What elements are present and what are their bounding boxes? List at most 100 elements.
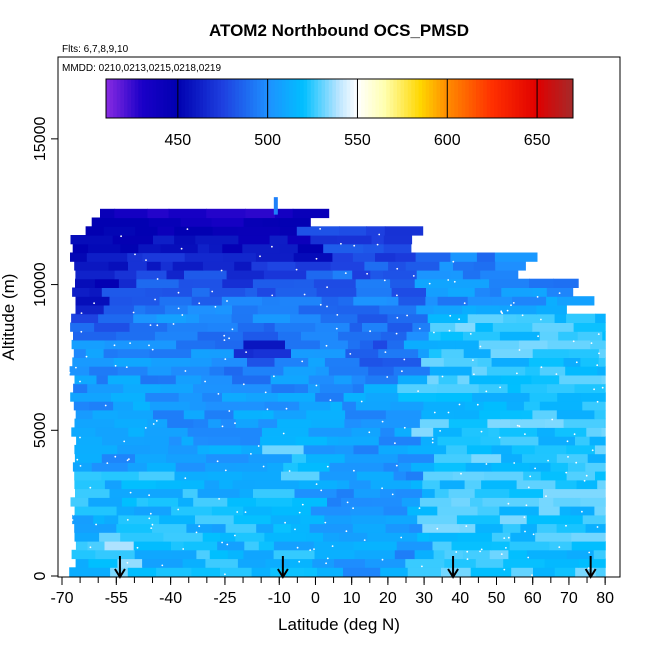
colorbar-segment bbox=[228, 79, 233, 118]
heatmap-cell bbox=[563, 418, 606, 428]
heatmap-cell bbox=[401, 497, 421, 507]
sample-dot bbox=[264, 391, 267, 394]
heatmap-cell bbox=[253, 488, 296, 498]
sample-dot bbox=[324, 521, 327, 524]
x-axis: -70 -55 -40 -25 -10 0 10 20 30 40 50 60 70 80 bbox=[50, 577, 614, 607]
heatmap-cell bbox=[383, 243, 412, 254]
sample-dot bbox=[315, 384, 318, 387]
heatmap-cell bbox=[273, 541, 315, 551]
sample-dot bbox=[396, 316, 399, 319]
heatmap-cell bbox=[555, 479, 578, 490]
colorbar-segment bbox=[461, 79, 466, 118]
heatmap-cell bbox=[338, 436, 380, 446]
colorbar-segment bbox=[504, 79, 509, 118]
colorbar-segment bbox=[274, 79, 279, 118]
sample-dot bbox=[527, 556, 530, 559]
colorbar-segment bbox=[170, 79, 175, 118]
heatmap-cell bbox=[191, 296, 223, 306]
heatmap-cell bbox=[217, 541, 245, 551]
heatmap-cell bbox=[337, 305, 380, 315]
sample-dot bbox=[439, 430, 441, 432]
heatmap-cell bbox=[178, 278, 194, 288]
heatmap-cell bbox=[444, 558, 477, 568]
colorbar-segment bbox=[361, 79, 366, 118]
heatmap-cell bbox=[326, 436, 339, 446]
heatmap-cell bbox=[320, 313, 358, 323]
colorbar-segment bbox=[188, 79, 193, 118]
heatmap-cell bbox=[109, 488, 149, 498]
heatmap-cell bbox=[434, 488, 450, 498]
colorbar-segment bbox=[206, 79, 211, 118]
colorbar-segment bbox=[501, 79, 506, 118]
sample-dot bbox=[368, 431, 371, 434]
sample-dot bbox=[180, 247, 183, 250]
heatmap-cell bbox=[220, 567, 253, 577]
colorbar-segment bbox=[389, 79, 394, 118]
heatmap-cell bbox=[71, 339, 106, 350]
sample-dot bbox=[68, 371, 71, 374]
heatmap-cell bbox=[568, 348, 600, 358]
heatmap-cell bbox=[167, 322, 209, 332]
heatmap-cell bbox=[273, 197, 278, 215]
colorbar: 450 500 550 600 650 bbox=[105, 78, 574, 149]
heatmap-cell bbox=[472, 392, 502, 402]
heatmap-cell bbox=[265, 558, 291, 568]
heatmap-cell bbox=[386, 296, 400, 306]
heatmap-cell bbox=[267, 261, 297, 271]
heatmap-cell bbox=[422, 523, 461, 533]
heatmap-cell bbox=[383, 462, 400, 472]
heatmap-cell bbox=[154, 331, 199, 341]
sample-dot bbox=[294, 528, 296, 531]
colorbar-segment bbox=[289, 79, 294, 118]
heatmap-cell bbox=[363, 243, 385, 254]
heatmap-cell bbox=[192, 287, 211, 297]
heatmap-cell bbox=[75, 541, 88, 551]
heatmap-cell bbox=[397, 374, 428, 385]
heatmap-cell bbox=[484, 471, 524, 481]
heatmap-cell bbox=[151, 357, 191, 367]
heatmap-cell bbox=[462, 305, 477, 315]
heatmap-cell bbox=[136, 270, 168, 280]
sample-dot bbox=[345, 530, 348, 533]
heatmap-cell bbox=[313, 541, 355, 551]
heatmap-cell bbox=[520, 383, 548, 393]
heatmap-cell bbox=[174, 226, 214, 236]
heatmap-cell bbox=[403, 339, 439, 350]
heatmap-cell bbox=[482, 497, 508, 507]
heatmap-cell bbox=[206, 453, 250, 463]
heatmap-cell bbox=[433, 305, 463, 315]
sample-dot bbox=[360, 400, 363, 403]
heatmap-cell bbox=[262, 444, 305, 455]
heatmap-cell bbox=[306, 409, 346, 420]
heatmap-cell bbox=[168, 208, 207, 219]
heatmap-cell bbox=[353, 296, 388, 306]
heatmap-cell bbox=[156, 567, 193, 577]
colorbar-segment bbox=[314, 79, 319, 118]
heatmap-cell bbox=[258, 418, 278, 428]
heatmap-cell bbox=[104, 479, 122, 490]
heatmap-cell bbox=[153, 541, 172, 551]
heatmap-cell bbox=[489, 278, 530, 288]
heatmap-cell bbox=[535, 532, 572, 542]
heatmap-cell bbox=[525, 366, 541, 376]
heatmap-cell bbox=[248, 453, 293, 463]
heatmap-cell bbox=[486, 366, 526, 376]
heatmap-cell bbox=[197, 331, 226, 341]
heatmap-cell bbox=[246, 392, 279, 402]
heatmap-cell bbox=[219, 479, 234, 490]
heatmap-cell bbox=[368, 366, 395, 376]
heatmap-cell bbox=[566, 549, 595, 560]
heatmap-cell bbox=[393, 471, 407, 481]
heatmap-cell bbox=[350, 506, 385, 516]
heatmap-cell bbox=[456, 514, 501, 525]
heatmap-cell bbox=[100, 208, 116, 219]
heatmap-cell bbox=[520, 523, 538, 533]
heatmap-cell bbox=[510, 418, 546, 428]
heatmap-cell bbox=[127, 462, 148, 472]
heatmap-cell bbox=[544, 558, 580, 568]
dates-label: MMDD: 0210,0213,0215,0218,0219 bbox=[62, 63, 221, 74]
colorbar-segment bbox=[368, 79, 373, 118]
sample-dot bbox=[145, 259, 147, 261]
sample-dot bbox=[301, 360, 304, 363]
heatmap-cell bbox=[223, 252, 257, 262]
